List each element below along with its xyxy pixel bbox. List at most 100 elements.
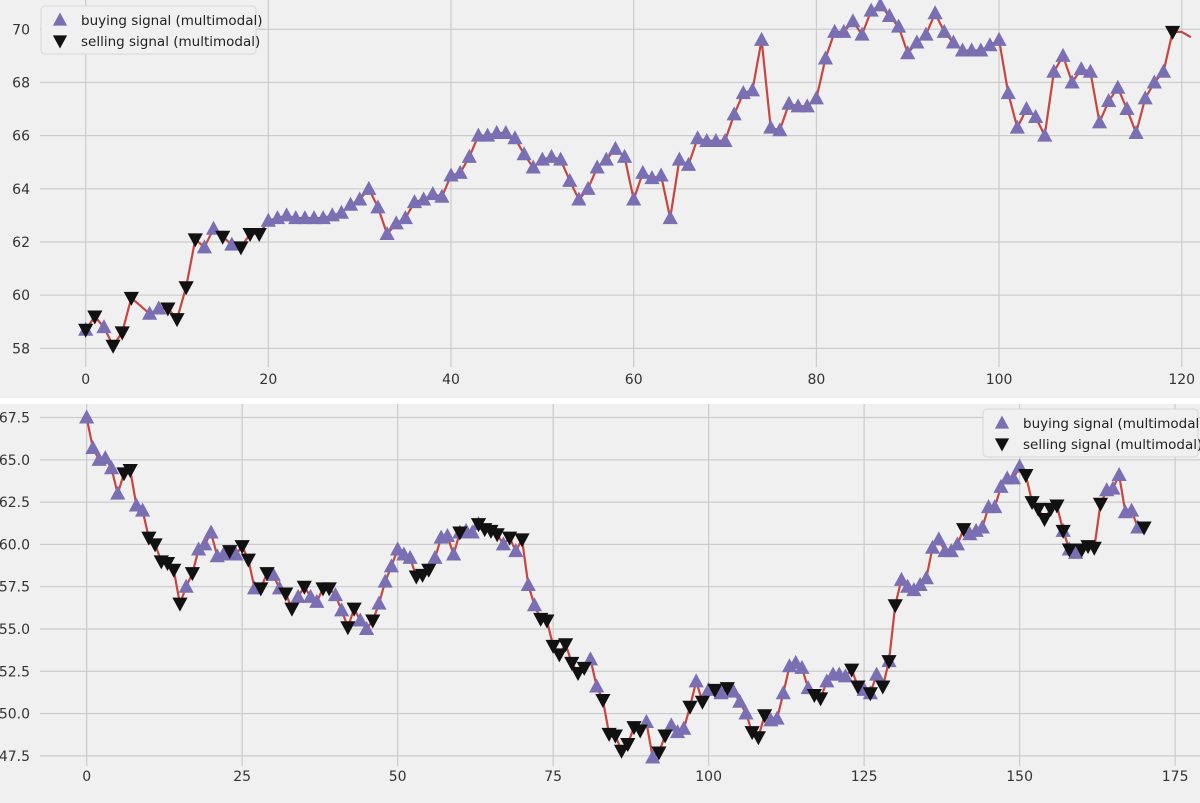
buy-signal-marker bbox=[991, 31, 1007, 46]
buy-signal-marker bbox=[196, 239, 213, 254]
sell-signal-marker bbox=[539, 614, 555, 629]
sell-signal-marker bbox=[259, 567, 275, 582]
buy-signal-marker bbox=[434, 188, 450, 203]
sell-signal-marker bbox=[340, 621, 356, 636]
buy-signal-marker bbox=[726, 106, 742, 121]
sell-signal-marker bbox=[215, 230, 231, 245]
buy-signal-marker bbox=[1037, 127, 1053, 142]
buy-signal-marker bbox=[931, 531, 947, 546]
buy-signal-marker bbox=[1027, 109, 1044, 124]
buy-signal-marker bbox=[1105, 480, 1121, 495]
x-tick-label: 120 bbox=[1168, 372, 1195, 388]
buy-signal-marker bbox=[653, 167, 669, 182]
sell-signal-marker bbox=[545, 639, 561, 654]
buy-signal-marker bbox=[543, 148, 560, 163]
sell-signal-marker bbox=[1086, 541, 1102, 556]
sell-signal-marker bbox=[234, 540, 250, 555]
y-tick-label: 57.5 bbox=[0, 580, 30, 596]
sell-signal-marker bbox=[114, 326, 130, 341]
buy-signal-marker bbox=[142, 305, 158, 320]
buy-signal-marker bbox=[918, 26, 934, 41]
sell-signal-marker bbox=[321, 582, 337, 597]
buy-signal-marker bbox=[507, 130, 523, 145]
sell-signal-marker bbox=[694, 695, 711, 710]
sell-signal-marker bbox=[613, 744, 630, 759]
sell-signal-marker bbox=[421, 563, 437, 578]
sell-signal-marker bbox=[956, 523, 972, 538]
buy-signal-marker bbox=[498, 124, 514, 139]
y-tick-label: 64 bbox=[12, 182, 30, 198]
buy-signal-marker bbox=[103, 460, 120, 475]
buy-signal-marker bbox=[662, 210, 678, 225]
x-tick-label: 75 bbox=[544, 769, 562, 785]
top-chart-panel: 0 20 40 60 80 100 120 58 60 62 64 66 68 70 buying sign… bbox=[0, 0, 1200, 398]
sell-signal-marker bbox=[564, 656, 580, 671]
buy-signal-marker bbox=[799, 98, 815, 113]
buy-signal-marker bbox=[881, 7, 898, 22]
legend-label-sell: selling signal (multimodal) bbox=[1023, 437, 1200, 453]
x-tick-label: 175 bbox=[1162, 769, 1189, 785]
legend: buying signal (multimodal) selling signal… bbox=[40, 5, 263, 55]
buy-signal-marker bbox=[110, 485, 126, 500]
sell-signal-marker bbox=[682, 700, 698, 715]
sell-signal-marker bbox=[489, 528, 505, 543]
buy-signal-marker bbox=[379, 226, 395, 241]
sell-signal-marker bbox=[123, 291, 139, 306]
buy-signal-marker bbox=[890, 18, 907, 33]
sell-signal-marker bbox=[253, 582, 269, 597]
buy-signal-marker bbox=[732, 693, 748, 708]
sell-signal-marker bbox=[707, 683, 723, 698]
buy-signal-marker bbox=[309, 593, 325, 608]
sell-signal-marker bbox=[222, 545, 238, 560]
y-tick-label: 67.5 bbox=[0, 411, 30, 427]
buy-signal-marker bbox=[645, 749, 661, 764]
buy-signal-marker bbox=[775, 685, 791, 700]
buy-signal-marker bbox=[1018, 101, 1035, 116]
sell-signal-marker bbox=[887, 599, 903, 614]
y-tick-label: 68 bbox=[12, 75, 30, 91]
buy-signal-marker bbox=[1155, 63, 1172, 78]
sell-signal-marker bbox=[551, 648, 567, 663]
buy-signal-marker bbox=[794, 659, 810, 674]
buy-signal-marker bbox=[79, 409, 95, 424]
buy-signal-marker bbox=[868, 666, 885, 681]
sell-signal-marker bbox=[620, 738, 636, 753]
buy-signal-marker bbox=[918, 570, 934, 585]
plot-background bbox=[0, 0, 1200, 398]
buy-signal-marker bbox=[1111, 467, 1127, 482]
buy-signal-marker bbox=[290, 588, 306, 603]
sell-signal-marker bbox=[501, 531, 518, 546]
sell-signal-marker bbox=[719, 682, 735, 697]
buy-signal-marker bbox=[893, 571, 910, 586]
buy-signal-marker bbox=[987, 499, 1003, 514]
buy-signal-marker bbox=[334, 602, 350, 617]
x-tick-label: 0 bbox=[81, 372, 90, 388]
sell-signal-marker bbox=[169, 313, 185, 328]
buy-signal-marker bbox=[717, 132, 733, 147]
sell-signal-marker bbox=[160, 302, 176, 317]
sell-signal-marker bbox=[757, 709, 773, 724]
sell-signal-marker bbox=[607, 729, 623, 744]
sell-signal-marker bbox=[187, 233, 203, 248]
sell-signal-marker bbox=[651, 746, 667, 761]
sell-signal-marker bbox=[1136, 521, 1152, 536]
buy-signal-marker bbox=[97, 450, 113, 465]
legend-sell-marker bbox=[52, 35, 68, 49]
buy-signal-marker bbox=[461, 148, 477, 163]
sell-signal-marker bbox=[233, 241, 249, 256]
buy-signal-marker bbox=[388, 215, 404, 230]
buy-signal-marker bbox=[744, 82, 761, 97]
buy-signal-marker bbox=[927, 5, 943, 20]
buy-signal-marker bbox=[854, 26, 870, 41]
buy-signal-marker bbox=[228, 546, 244, 561]
x-tick-label: 0 bbox=[82, 769, 91, 785]
buy-signal-marker bbox=[327, 587, 344, 602]
buy-signal-marker bbox=[817, 50, 834, 65]
buy-signal-marker bbox=[446, 546, 462, 561]
buy-signal-marker bbox=[516, 146, 532, 161]
sell-signal-marker bbox=[1055, 524, 1071, 539]
buy-signal-marker bbox=[676, 720, 692, 735]
y-tick-label: 60 bbox=[12, 288, 30, 304]
sell-signal-marker bbox=[750, 731, 766, 746]
